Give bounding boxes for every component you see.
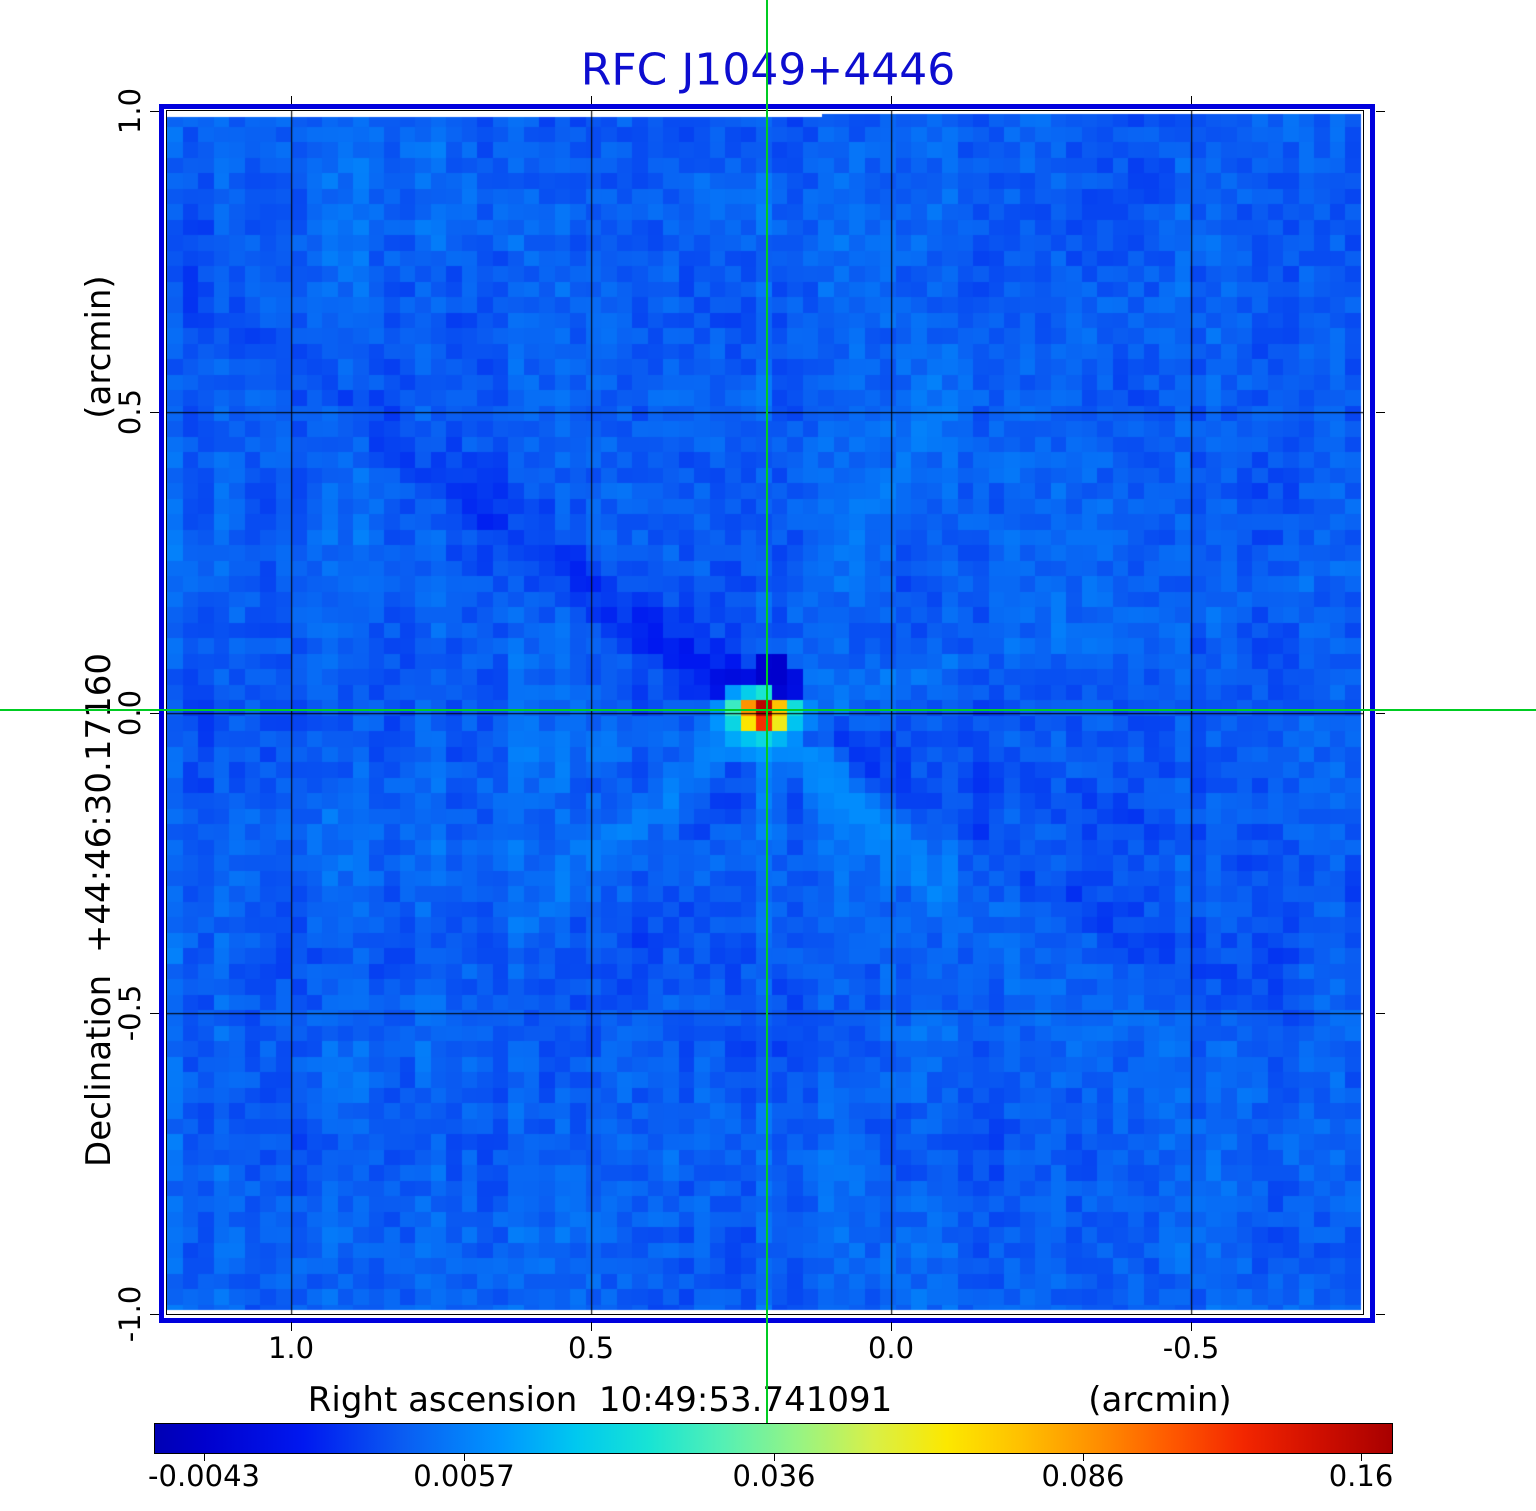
x-axis-label: Right ascension 10:49:53.741091 xyxy=(307,1380,893,1420)
x-tick-label: 0.5 xyxy=(567,1331,615,1365)
colorbar-tick-mark xyxy=(774,1454,775,1461)
y-tick-mark xyxy=(1376,1013,1385,1014)
colorbar-tick-mark xyxy=(1361,1454,1362,1461)
colorbar xyxy=(154,1423,1393,1454)
plot-inner-frame xyxy=(166,110,1364,1315)
x-tick-mark xyxy=(291,1322,292,1331)
colorbar-tick-mark xyxy=(1083,1454,1084,1461)
y-axis-unit: (arcmin) xyxy=(79,275,119,419)
x-tick-label: -0.5 xyxy=(1162,1331,1220,1365)
colorbar-tick-mark xyxy=(204,1454,205,1461)
colorbar-tick-label: 0.086 xyxy=(1041,1459,1125,1493)
y-axis-label: Declination +44:46:30.17160 xyxy=(79,653,119,1167)
x-tick-label: 0.0 xyxy=(867,1331,915,1365)
x-tick-mark xyxy=(891,1322,892,1331)
x-tick-mark xyxy=(591,96,592,104)
y-tick-mark xyxy=(1376,111,1385,112)
y-tick-label: -1.0 xyxy=(113,1285,147,1343)
y-tick-mark xyxy=(1376,1314,1385,1315)
x-axis-unit: (arcmin) xyxy=(1088,1380,1232,1420)
x-tick-mark xyxy=(1191,96,1192,104)
colorbar-tick-label: -0.0043 xyxy=(148,1459,260,1493)
y-tick-mark xyxy=(1376,412,1385,413)
y-tick-mark xyxy=(150,1013,159,1014)
y-tick-mark xyxy=(150,1314,159,1315)
crosshair-horizontal-line xyxy=(0,709,1536,711)
x-tick-mark xyxy=(291,96,292,104)
y-tick-mark xyxy=(150,713,159,714)
crosshair-vertical-line xyxy=(766,0,768,1423)
y-tick-mark xyxy=(150,412,159,413)
y-tick-mark xyxy=(150,111,159,112)
colorbar-tick-label: 0.0057 xyxy=(413,1459,515,1493)
x-tick-mark xyxy=(891,96,892,104)
colorbar-gradient xyxy=(155,1424,1392,1453)
figure-title: RFC J1049+4446 xyxy=(580,44,956,96)
x-tick-label: 1.0 xyxy=(267,1331,315,1365)
x-tick-mark xyxy=(591,1322,592,1331)
x-tick-mark xyxy=(1191,1322,1192,1331)
y-tick-mark xyxy=(1376,713,1385,714)
colorbar-tick-label: 0.16 xyxy=(1328,1459,1394,1493)
y-tick-label: 1.0 xyxy=(113,87,147,135)
colorbar-tick-mark xyxy=(464,1454,465,1461)
radio-map-canvas xyxy=(167,111,1363,1314)
colorbar-tick-label: 0.036 xyxy=(732,1459,816,1493)
